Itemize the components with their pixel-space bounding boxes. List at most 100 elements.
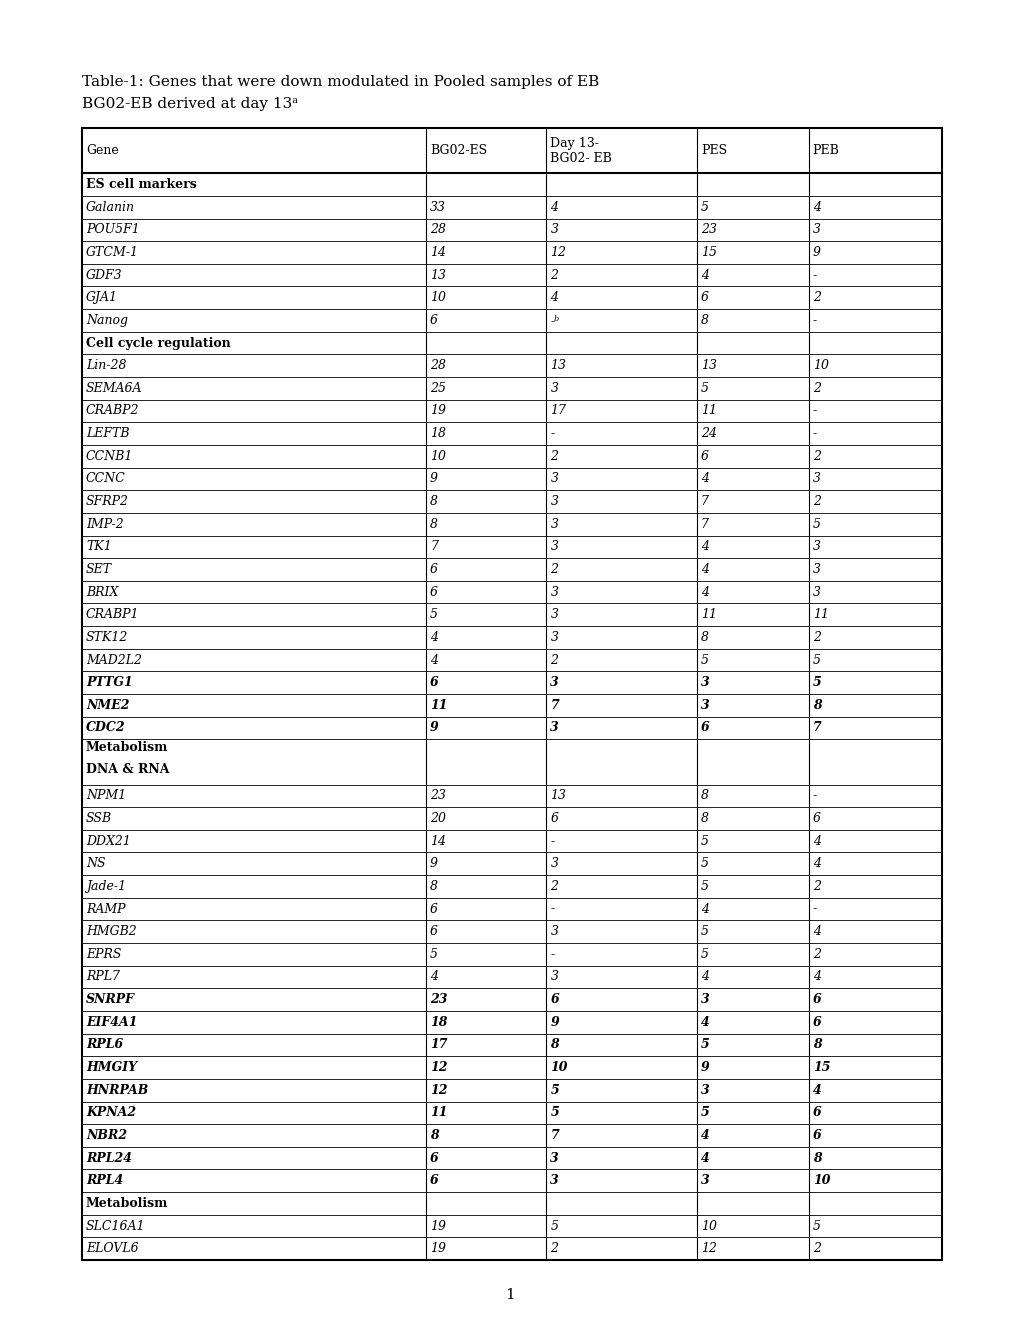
Text: 2: 2 — [550, 880, 557, 892]
Text: -: - — [550, 428, 554, 440]
Text: 4: 4 — [700, 1151, 709, 1164]
Text: KPNA2: KPNA2 — [86, 1106, 136, 1119]
Text: 11: 11 — [700, 404, 716, 417]
Text: 12: 12 — [550, 246, 566, 259]
Text: 15: 15 — [700, 246, 716, 259]
Text: -: - — [812, 428, 816, 440]
Text: 6: 6 — [550, 993, 558, 1006]
Text: 15: 15 — [812, 1061, 829, 1074]
Text: 3: 3 — [812, 540, 820, 553]
Text: BG02-EB derived at day 13ᵃ: BG02-EB derived at day 13ᵃ — [82, 96, 298, 111]
Text: 10: 10 — [700, 1220, 716, 1233]
Text: Day 13-
BG02- EB: Day 13- BG02- EB — [550, 137, 611, 165]
Text: 23: 23 — [430, 789, 445, 803]
Text: 8: 8 — [430, 880, 437, 892]
Text: 2: 2 — [812, 880, 820, 892]
Text: 4: 4 — [812, 925, 820, 939]
Text: 18: 18 — [430, 1016, 447, 1028]
Text: 13: 13 — [430, 269, 445, 281]
Text: 11: 11 — [430, 1106, 447, 1119]
Text: 6: 6 — [812, 993, 820, 1006]
Text: 24: 24 — [700, 428, 716, 440]
Text: BG02-ES: BG02-ES — [430, 144, 487, 157]
Text: 4: 4 — [812, 834, 820, 847]
Text: -: - — [812, 314, 816, 327]
Text: 8: 8 — [812, 1151, 820, 1164]
Text: 2: 2 — [812, 1242, 820, 1255]
Text: 6: 6 — [700, 292, 708, 305]
Text: 18: 18 — [430, 428, 445, 440]
Text: 5: 5 — [700, 1039, 709, 1052]
Text: 3: 3 — [550, 970, 557, 983]
Text: 8: 8 — [812, 698, 820, 711]
Text: 4: 4 — [700, 562, 708, 576]
Text: 2: 2 — [550, 653, 557, 667]
Text: 4: 4 — [700, 586, 708, 598]
Text: 4: 4 — [430, 970, 437, 983]
Text: RPL6: RPL6 — [86, 1039, 123, 1052]
Text: 2: 2 — [812, 495, 820, 508]
Text: -: - — [550, 948, 554, 961]
Text: 2: 2 — [812, 381, 820, 395]
Text: 17: 17 — [550, 404, 566, 417]
Text: 4: 4 — [700, 970, 708, 983]
Text: 5: 5 — [550, 1220, 557, 1233]
Text: GJA1: GJA1 — [86, 292, 118, 305]
Text: Galanin: Galanin — [86, 201, 135, 214]
Text: 3: 3 — [550, 1175, 558, 1187]
Text: 5: 5 — [430, 948, 437, 961]
Text: 5: 5 — [700, 381, 708, 395]
Text: 6: 6 — [430, 562, 437, 576]
Text: 10: 10 — [812, 1175, 829, 1187]
Text: 6: 6 — [430, 1151, 438, 1164]
Text: 12: 12 — [430, 1084, 447, 1097]
Text: 9: 9 — [700, 1061, 709, 1074]
Text: 4: 4 — [812, 857, 820, 870]
Text: SSB: SSB — [86, 812, 112, 825]
Text: 9: 9 — [812, 246, 820, 259]
Text: 13: 13 — [700, 359, 716, 372]
Text: 3: 3 — [550, 517, 557, 531]
Text: Metabolism: Metabolism — [86, 741, 168, 754]
Text: 6: 6 — [430, 903, 437, 916]
Text: 19: 19 — [430, 404, 445, 417]
Text: 10: 10 — [430, 450, 445, 463]
Text: 8: 8 — [700, 789, 708, 803]
Text: STK12: STK12 — [86, 631, 128, 644]
Text: DNA & RNA: DNA & RNA — [86, 763, 169, 776]
Text: Jade-1: Jade-1 — [86, 880, 126, 892]
Text: 3: 3 — [700, 993, 709, 1006]
Text: 10: 10 — [550, 1061, 568, 1074]
Text: RPL7: RPL7 — [86, 970, 120, 983]
Text: SET: SET — [86, 562, 112, 576]
Text: -: - — [812, 404, 816, 417]
Text: 2: 2 — [812, 631, 820, 644]
Text: 6: 6 — [430, 1175, 438, 1187]
Text: IMP-2: IMP-2 — [86, 517, 123, 531]
Text: 4: 4 — [812, 1084, 820, 1097]
Text: 5: 5 — [550, 1106, 558, 1119]
Text: 3: 3 — [550, 676, 558, 689]
Text: 4: 4 — [700, 473, 708, 486]
Text: LEFTB: LEFTB — [86, 428, 129, 440]
Text: 3: 3 — [550, 495, 557, 508]
Text: 5: 5 — [700, 948, 708, 961]
Text: 14: 14 — [430, 246, 445, 259]
Text: NPM1: NPM1 — [86, 789, 126, 803]
Text: 12: 12 — [430, 1061, 447, 1074]
Text: 3: 3 — [550, 609, 557, 622]
Text: 5: 5 — [700, 925, 708, 939]
Text: POU5F1: POU5F1 — [86, 223, 140, 236]
Text: NS: NS — [86, 857, 106, 870]
Text: 8: 8 — [700, 812, 708, 825]
Text: 6: 6 — [550, 812, 557, 825]
Text: 10: 10 — [812, 359, 827, 372]
Text: 8: 8 — [812, 1039, 820, 1052]
Text: Nanog: Nanog — [86, 314, 127, 327]
Text: 12: 12 — [700, 1242, 716, 1255]
Text: BRIX: BRIX — [86, 586, 118, 598]
Text: 8: 8 — [430, 1129, 438, 1142]
Text: GTCM-1: GTCM-1 — [86, 246, 139, 259]
Text: 6: 6 — [812, 1016, 820, 1028]
Text: 23: 23 — [700, 223, 716, 236]
